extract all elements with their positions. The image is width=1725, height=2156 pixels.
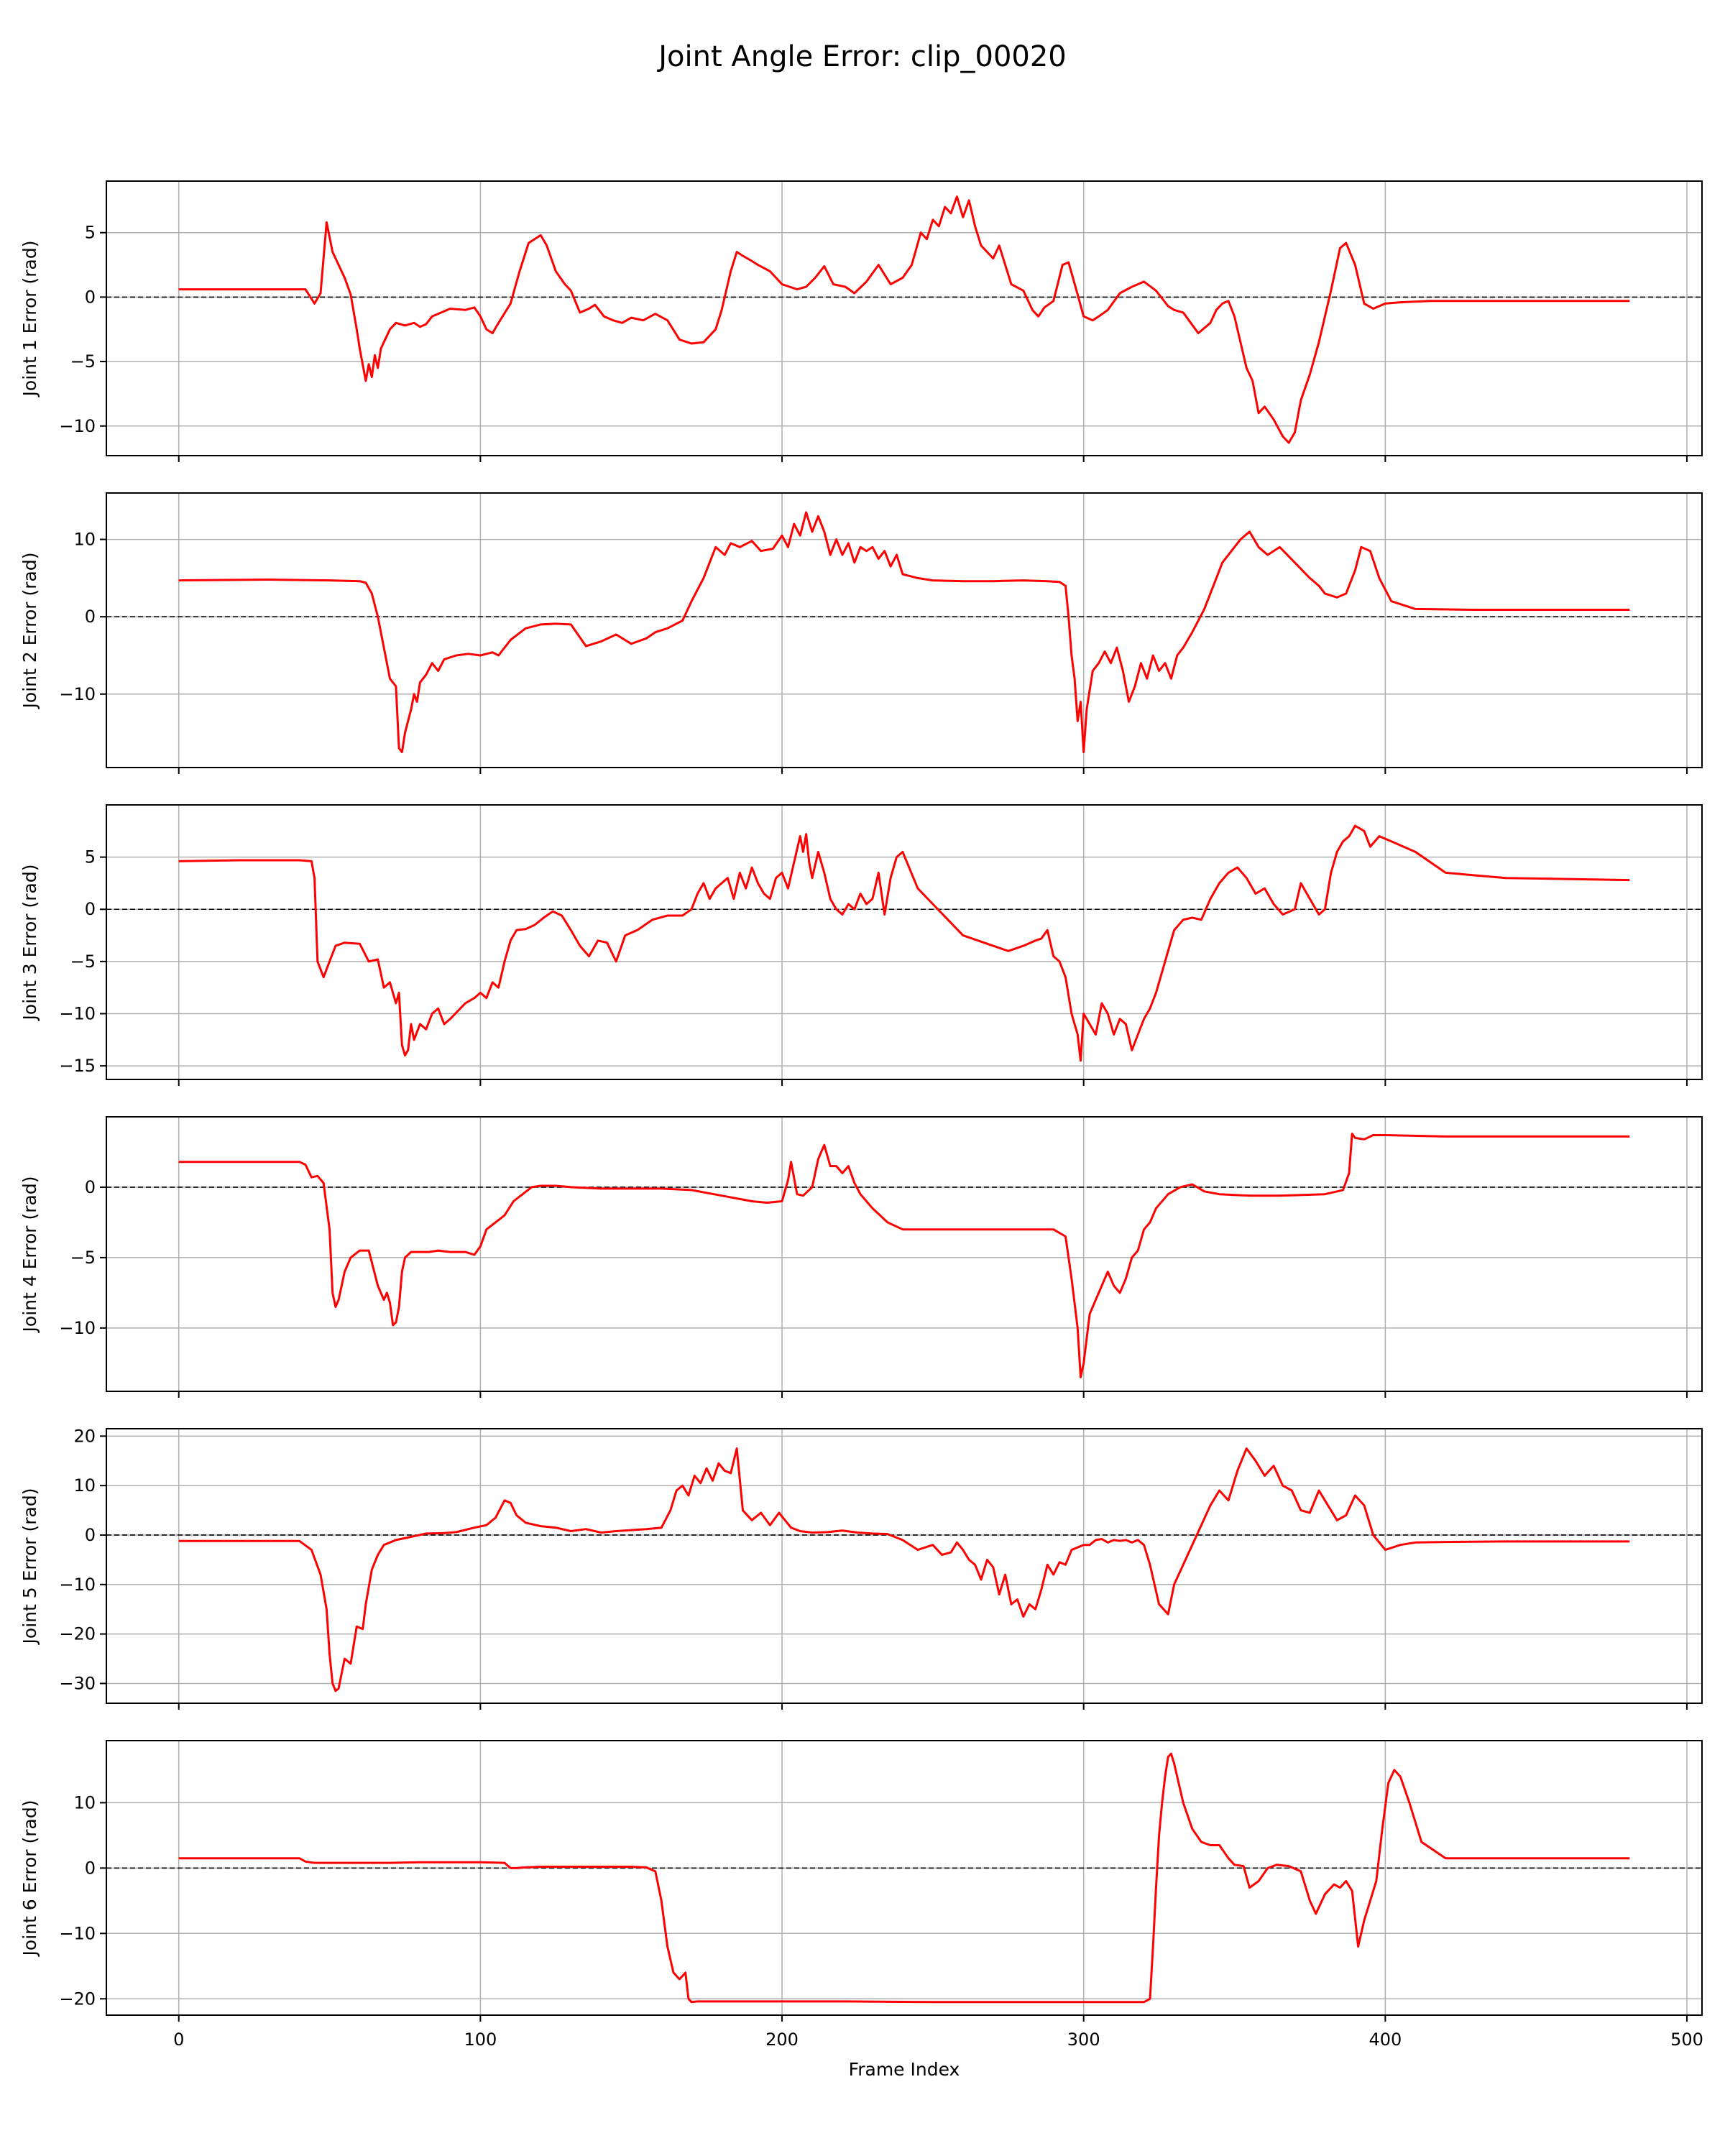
y-tick-label: −10 <box>59 684 96 704</box>
x-tick-label: 300 <box>1067 2030 1100 2050</box>
y-tick-label: −5 <box>70 1248 96 1268</box>
y-tick-label: 0 <box>85 287 96 307</box>
x-tick-label: 100 <box>464 2030 497 2050</box>
joint-3-error-line <box>178 824 1630 1062</box>
axes-frame <box>106 1740 1703 2016</box>
y-tick-label: −20 <box>59 1989 96 2009</box>
y-tick-label: −10 <box>59 1318 96 1338</box>
y-tick-label: −5 <box>70 952 96 972</box>
y-tick-label: −5 <box>70 351 96 372</box>
y-tick-label: −10 <box>59 416 96 436</box>
joint-6-subplot: 0 100 200 300 400 500 −20 −10 0 10 Joint 6 Error (… <box>19 1740 1703 2050</box>
joint-5-error-line <box>178 1447 1630 1692</box>
y-tick-label: −10 <box>59 1003 96 1023</box>
x-tick-label: 200 <box>765 2030 799 2050</box>
y-tick-label: 5 <box>85 223 96 243</box>
axes-frame <box>106 804 1703 1080</box>
figure-title: Joint Angle Error: clip_00020 <box>656 40 1067 73</box>
joint-5-subplot: −30 −20 −10 0 10 20 Joint 5 Error (rad) <box>19 1426 1703 1710</box>
joint-2-error-line <box>178 511 1630 753</box>
joint-6-error-line <box>178 1752 1630 2004</box>
y-tick-label: 20 <box>73 1426 96 1446</box>
y-axis-label: Joint 4 Error (rad) <box>19 1176 40 1334</box>
y-tick-label: 0 <box>85 1177 96 1197</box>
joint-3-subplot: −15 −10 −5 0 5 Joint 3 Error (rad) <box>19 804 1703 1086</box>
y-tick-label: −10 <box>59 1575 96 1595</box>
y-tick-label: −10 <box>59 1923 96 1943</box>
y-tick-label: 0 <box>85 899 96 919</box>
x-axis-label: Frame Index <box>849 2059 960 2080</box>
y-axis-label: Joint 5 Error (rad) <box>19 1488 40 1646</box>
y-tick-label: 10 <box>73 1792 96 1812</box>
joint-4-subplot: −10 −5 0 Joint 4 Error (rad) <box>19 1116 1703 1398</box>
y-tick-label: 10 <box>73 530 96 550</box>
subplot-panels: −10 −5 0 5 Joint 1 Error (rad) −10 0 10 Joint 2 … <box>19 180 1703 2050</box>
y-tick-label: 5 <box>85 847 96 867</box>
y-tick-label: 10 <box>73 1475 96 1496</box>
axes-frame <box>106 1116 1703 1392</box>
y-tick-label: 0 <box>85 1858 96 1878</box>
y-tick-label: 0 <box>85 1525 96 1545</box>
y-tick-label: 0 <box>85 607 96 627</box>
y-axis-label: Joint 1 Error (rad) <box>19 241 40 398</box>
y-tick-label: −15 <box>59 1056 96 1076</box>
y-axis-label: Joint 3 Error (rad) <box>19 865 40 1022</box>
axes-frame <box>106 492 1703 768</box>
joint-1-subplot: −10 −5 0 5 Joint 1 Error (rad) <box>19 180 1703 462</box>
axes-frame <box>106 1428 1703 1704</box>
y-tick-label: −30 <box>59 1673 96 1693</box>
joint-4-error-line <box>178 1133 1630 1378</box>
joint-2-subplot: −10 0 10 Joint 2 Error (rad) <box>19 492 1703 774</box>
axes-frame <box>106 180 1703 456</box>
y-tick-label: −20 <box>59 1624 96 1644</box>
y-axis-label: Joint 2 Error (rad) <box>19 553 40 710</box>
x-tick-label: 400 <box>1368 2030 1402 2050</box>
x-tick-label: 0 <box>173 2030 184 2050</box>
y-axis-label: Joint 6 Error (rad) <box>19 1800 40 1958</box>
joint-1-error-line <box>178 195 1630 444</box>
x-tick-label: 500 <box>1670 2030 1703 2050</box>
